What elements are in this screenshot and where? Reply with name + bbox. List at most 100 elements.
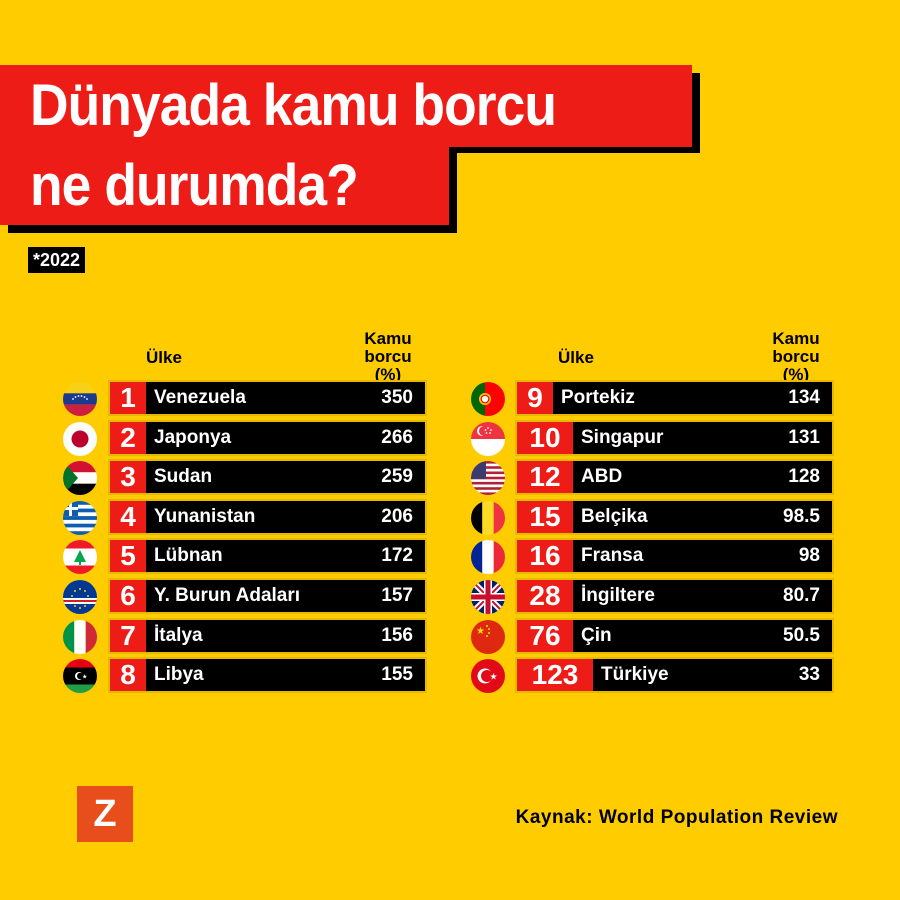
rank-badge: 1	[110, 382, 146, 414]
rank-badge: 4	[110, 500, 146, 533]
country-bar: Libya 155	[146, 659, 425, 692]
rank-badge: 5	[110, 540, 146, 573]
country-name: ABD	[581, 466, 623, 488]
table-row: 10 Singapur 131	[468, 419, 848, 456]
country-bar: Fransa 98	[573, 540, 832, 573]
country-name: Japonya	[154, 426, 232, 448]
debt-value: 128	[788, 466, 820, 488]
country-bar: Yunanistan 206	[146, 500, 425, 533]
table-row: ★ 123 Türkiye 33	[468, 657, 848, 694]
table-row: 2 Japonya 266	[60, 419, 440, 456]
debt-value: 157	[381, 585, 413, 606]
debt-header: Kamu borcu (%)	[758, 330, 834, 384]
country-bar: Portekiz 134	[553, 382, 832, 414]
table-row: 15 Belçika 98.5	[468, 498, 848, 535]
country-name: Fransa	[581, 545, 644, 567]
country-header: Ülke	[558, 348, 594, 367]
country-name: Sudan	[154, 466, 213, 488]
lebanon-flag-icon	[63, 540, 97, 575]
country-bar: Y. Burun Adaları 157	[146, 580, 425, 612]
cape-verde-flag-icon	[63, 580, 97, 614]
debt-value: 259	[381, 466, 413, 488]
country-bar: Lübnan 172	[146, 540, 425, 573]
country-name: Libya	[154, 664, 204, 686]
china-flag-icon: ★	[471, 619, 505, 654]
country-bar: ABD 128	[573, 461, 832, 494]
uk-flag-icon	[471, 580, 505, 614]
rank-badge: 3	[110, 461, 146, 494]
rank-badge: 9	[517, 382, 553, 414]
rank-badge: 16	[517, 540, 573, 573]
debt-header-line1: Kamu	[364, 329, 412, 348]
country-bar: Türkiye 33	[593, 659, 832, 692]
turkey-flag-icon: ★	[471, 659, 505, 694]
france-flag-icon	[471, 540, 505, 575]
usa-flag-icon	[471, 461, 505, 496]
rank-badge: 6	[110, 580, 146, 612]
debt-header: Kamu borcu (%)	[350, 330, 426, 384]
table-row: 28 İngiltere 80.7	[468, 578, 848, 614]
debt-header-line1: Kamu	[772, 329, 820, 348]
debt-value: 131	[788, 426, 820, 448]
country-bar: Singapur 131	[573, 421, 832, 454]
year-badge: *2022	[28, 247, 86, 273]
rank-badge: 76	[517, 619, 573, 652]
debt-value: 98	[798, 545, 820, 567]
rank-badge: 8	[110, 659, 146, 692]
japan-flag-icon	[63, 421, 97, 456]
country-name: İtalya	[154, 624, 203, 646]
rank-badge: 123	[517, 659, 593, 692]
rank-badge: 12	[517, 461, 573, 494]
table-row: ★ 8 Libya 155	[60, 657, 440, 694]
source-credit: Kaynak: World Population Review	[516, 807, 838, 829]
table-row: ★ 76 Çin 50.5	[468, 617, 848, 654]
country-bar: Venezuela 350	[146, 382, 425, 414]
rank-badge: 28	[517, 580, 573, 612]
country-name: Belçika	[581, 505, 648, 527]
greece-flag-icon	[63, 500, 97, 535]
country-name: İngiltere	[581, 585, 655, 606]
country-name: Türkiye	[601, 664, 669, 686]
debt-value: 134	[788, 387, 820, 408]
libya-flag-icon: ★	[63, 659, 97, 694]
rank-badge: 2	[110, 421, 146, 454]
debt-value: 172	[381, 545, 413, 567]
debt-value: 206	[381, 505, 413, 527]
table-row: 3 Sudan 259	[60, 459, 440, 496]
table-row: 16 Fransa 98	[468, 538, 848, 575]
venezuela-flag-icon	[63, 382, 97, 416]
table-row: 5 Lübnan 172	[60, 538, 440, 575]
country-name: Singapur	[581, 426, 664, 448]
table-row: 6 Y. Burun Adaları 157	[60, 578, 440, 614]
page-title-line1: Dünyada kamu borcu	[30, 73, 557, 138]
country-bar: Çin 50.5	[573, 619, 832, 652]
debt-header-line2: borcu (%)	[772, 347, 820, 384]
country-bar: Japonya 266	[146, 421, 425, 454]
belgium-flag-icon	[471, 500, 505, 535]
italy-flag-icon	[63, 619, 97, 654]
source-label: Kaynak:	[515, 807, 594, 828]
portugal-flag-icon	[471, 382, 505, 416]
rank-badge: 10	[517, 421, 573, 454]
rank-badge: 15	[517, 500, 573, 533]
country-name: Venezuela	[154, 387, 246, 408]
table-row: 12 ABD 128	[468, 459, 848, 496]
table-row: 1 Venezuela 350	[60, 380, 440, 416]
country-name: Portekiz	[561, 387, 635, 408]
sudan-flag-icon	[63, 461, 97, 496]
country-header: Ülke	[146, 348, 182, 367]
brand-logo: Z	[77, 786, 133, 842]
svg-text:★: ★	[490, 672, 498, 682]
table-row: 9 Portekiz 134	[468, 380, 848, 416]
country-name: Y. Burun Adaları	[154, 585, 301, 606]
country-bar: İtalya 156	[146, 619, 425, 652]
country-bar: Belçika 98.5	[573, 500, 832, 533]
country-name: Yunanistan	[154, 505, 256, 527]
country-name: Çin	[581, 624, 612, 646]
debt-value: 50.5	[783, 624, 820, 646]
debt-header-line2: borcu (%)	[364, 347, 412, 384]
debt-value: 80.7	[783, 585, 820, 606]
country-bar: Sudan 259	[146, 461, 425, 494]
source-name: World Population Review	[598, 807, 838, 828]
debt-value: 350	[381, 387, 413, 408]
